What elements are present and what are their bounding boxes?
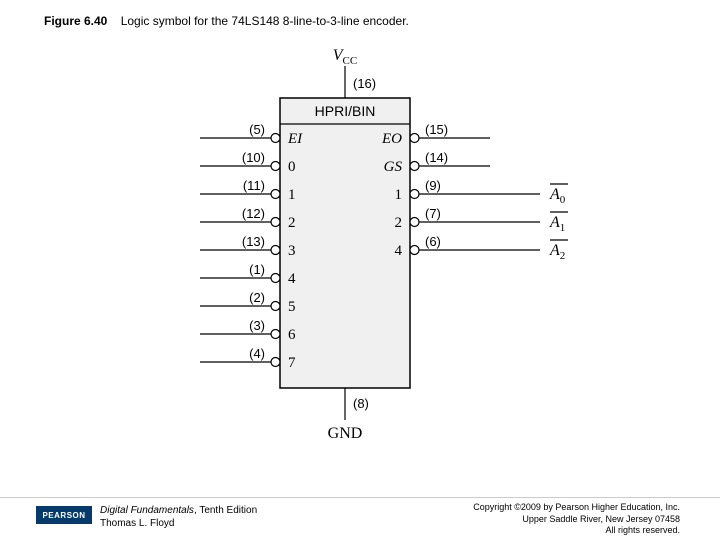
svg-text:(7): (7) [425,206,441,221]
svg-text:EO: EO [381,131,402,147]
svg-text:0: 0 [288,159,296,175]
svg-text:(16): (16) [353,76,376,91]
svg-text:(9): (9) [425,178,441,193]
figure-number: Figure 6.40 [44,14,107,28]
svg-text:(15): (15) [425,122,448,137]
figure-caption: Figure 6.40 Logic symbol for the 74LS148… [44,14,409,28]
svg-text:4: 4 [288,271,296,287]
book-title: Digital Fundamentals [100,505,194,516]
svg-text:(6): (6) [425,234,441,249]
logic-symbol-diagram: HPRI/BIN VCC (16) (8) GND (5) EI (10) 0 (11) 1 (12)… [110,48,610,468]
svg-text:GND: GND [328,425,363,442]
svg-text:4: 4 [395,243,403,259]
svg-text:1: 1 [288,187,296,203]
svg-text:A2: A2 [549,242,565,262]
svg-text:(2): (2) [249,290,265,305]
svg-text:(13): (13) [242,234,265,249]
svg-text:EI: EI [287,131,303,147]
svg-text:(1): (1) [249,262,265,277]
svg-text:(12): (12) [242,206,265,221]
svg-text:6: 6 [288,327,296,343]
svg-text:3: 3 [288,243,296,259]
svg-text:5: 5 [288,299,296,315]
svg-text:(3): (3) [249,318,265,333]
svg-text:GS: GS [384,159,403,175]
svg-text:VCC: VCC [333,48,357,67]
svg-text:HPRI/BIN: HPRI/BIN [315,103,376,119]
svg-text:1: 1 [395,187,403,203]
svg-text:(10): (10) [242,150,265,165]
book-credit: Digital Fundamentals, Tenth Edition Thom… [100,504,257,530]
svg-text:(4): (4) [249,346,265,361]
copyright-block: Copyright ©2009 by Pearson Higher Educat… [473,502,680,537]
svg-text:7: 7 [288,355,296,371]
svg-text:(11): (11) [243,178,265,193]
figure-text: Logic symbol for the 74LS148 8-line-to-3… [121,14,409,28]
book-author: Thomas L. Floyd [100,518,174,529]
book-edition: , Tenth Edition [194,505,257,516]
svg-text:(8): (8) [353,396,369,411]
svg-text:2: 2 [395,215,403,231]
svg-text:2: 2 [288,215,296,231]
svg-text:(5): (5) [249,122,265,137]
svg-text:A0: A0 [549,186,566,206]
publisher-logo: PEARSON [36,506,92,524]
svg-text:A1: A1 [549,214,565,234]
page-footer: PEARSON Digital Fundamentals, Tenth Edit… [0,497,720,540]
svg-text:(14): (14) [425,150,448,165]
